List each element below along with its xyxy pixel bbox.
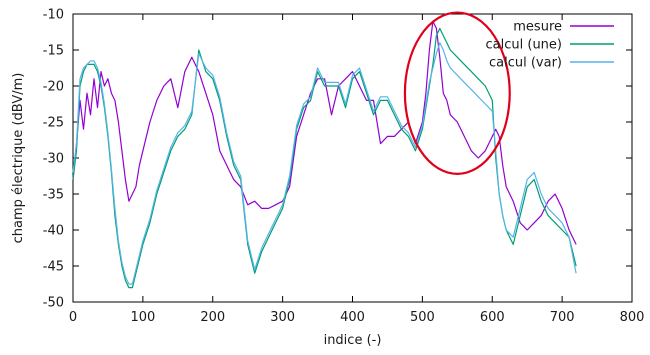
y-tick-label: -40 xyxy=(43,224,64,239)
y-tick-label: -50 xyxy=(43,296,64,311)
legend: mesure calcul (une) calcul (var) xyxy=(486,20,614,71)
x-tick-label: 600 xyxy=(480,310,505,325)
y-tick-label: -30 xyxy=(43,152,64,167)
x-axis-title: indice (-) xyxy=(324,333,382,348)
y-tick-label: -35 xyxy=(43,188,64,203)
annotation-layer xyxy=(403,11,511,175)
x-tick-label: 800 xyxy=(620,310,645,325)
legend-label-1: calcul (une) xyxy=(486,38,562,53)
y-tick-label: -20 xyxy=(43,80,64,95)
axis-ticks: 0 100 200 300 400 500 600 700 800 -10 -15 -20 -25 -30… xyxy=(43,8,645,326)
x-tick-label: 100 xyxy=(130,310,155,325)
y-tick-label: -45 xyxy=(43,260,64,275)
x-tick-label: 400 xyxy=(340,310,365,325)
series-line-1 xyxy=(72,27,577,289)
x-tick-label: 0 xyxy=(69,310,77,325)
x-tick-label: 500 xyxy=(410,310,435,325)
x-tick-label: 700 xyxy=(550,310,575,325)
highlight-ellipse xyxy=(403,11,511,175)
series-line-2 xyxy=(72,42,577,285)
legend-label-2: calcul (var) xyxy=(489,56,562,71)
y-tick-label: -10 xyxy=(43,8,64,23)
x-tick-label: 200 xyxy=(200,310,225,325)
series-line-0 xyxy=(72,20,577,245)
legend-label-0: mesure xyxy=(513,20,562,35)
series-layer xyxy=(72,20,577,289)
y-axis-title: champ électrique (dBV/m) xyxy=(11,73,26,244)
y-tick-label: -15 xyxy=(43,44,64,59)
x-tick-label: 300 xyxy=(270,310,295,325)
y-tick-label: -25 xyxy=(43,116,64,131)
